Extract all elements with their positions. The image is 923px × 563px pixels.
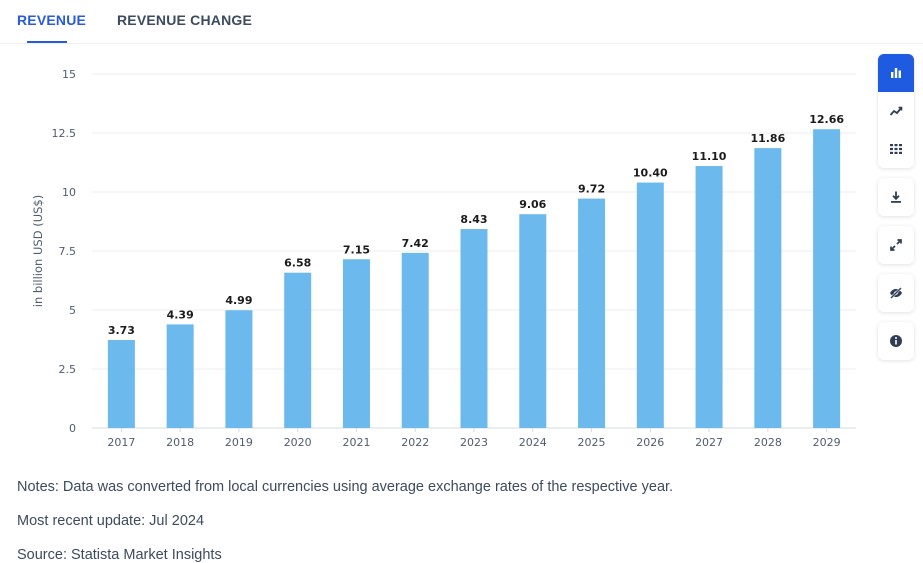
bar-value-label: 7.42 <box>402 237 429 250</box>
bar-2019 <box>225 310 253 428</box>
notes-text: Notes: Data was converted from local cur… <box>17 479 674 495</box>
bar-value-label: 9.06 <box>519 198 546 211</box>
y-axis-ticks: 0 2.5 5 7.5 10 12.5 15 <box>52 68 77 435</box>
x-tick-label: 2025 <box>578 436 606 449</box>
tab-bar: REVENUE REVENUE CHANGE <box>0 0 923 44</box>
bar-chart-icon <box>891 68 901 78</box>
bar-value-label: 6.58 <box>284 257 311 270</box>
download-button[interactable] <box>878 178 914 216</box>
hide-button[interactable] <box>878 274 914 312</box>
recent-update-text: Most recent update: Jul 2024 <box>17 513 205 529</box>
hide-group <box>878 274 914 312</box>
tab-revenue-change[interactable]: REVENUE CHANGE <box>117 12 253 28</box>
bar-2020 <box>284 272 312 428</box>
bar-value-label: 11.10 <box>692 150 727 163</box>
y-tick-label: 0 <box>69 422 76 435</box>
bars <box>107 129 841 428</box>
x-tick-label: 2028 <box>754 436 782 449</box>
active-tab-indicator <box>27 41 67 43</box>
download-icon <box>891 191 901 203</box>
info-button[interactable] <box>878 322 914 360</box>
bar-2029 <box>813 129 841 428</box>
bar-2028 <box>754 148 782 428</box>
source-text: Source: Statista Market Insights <box>17 547 222 563</box>
fullscreen-button[interactable] <box>878 226 914 264</box>
y-tick-label: 15 <box>62 68 76 81</box>
bar-value-label: 11.86 <box>750 132 785 145</box>
x-tick-label: 2024 <box>519 436 547 449</box>
bar-value-label: 12.66 <box>809 113 844 126</box>
x-axis-ticks: 2017 2018 2019 2020 2021 2022 2023 2024 2025 2026… <box>107 428 841 449</box>
bar-value-label: 3.73 <box>108 324 135 337</box>
x-tick-label: 2017 <box>107 436 135 449</box>
x-tick-label: 2023 <box>460 436 488 449</box>
x-tick-label: 2026 <box>636 436 664 449</box>
bar-value-label: 9.72 <box>578 183 605 196</box>
table-button[interactable] <box>878 130 914 168</box>
bar-value-label: 10.40 <box>633 167 668 180</box>
bar-value-label: 4.99 <box>225 294 252 307</box>
bar-2022 <box>401 252 429 428</box>
bar-2024 <box>519 214 547 428</box>
bar-value-label: 8.43 <box>460 213 487 226</box>
bar-2021 <box>342 259 370 428</box>
bar-chart-button[interactable] <box>878 54 914 92</box>
bar-value-labels: 3.73 4.39 4.99 6.58 7.15 7.42 8.43 9.06 9.72 10.4… <box>108 113 845 337</box>
line-chart-icon <box>889 106 903 116</box>
y-tick-label: 5 <box>69 304 76 317</box>
x-tick-label: 2022 <box>401 436 429 449</box>
line-chart-button[interactable] <box>878 92 914 130</box>
y-tick-label: 12.5 <box>52 127 77 140</box>
tab-revenue[interactable]: REVENUE <box>17 12 87 28</box>
info-icon <box>890 335 902 347</box>
fullscreen-icon <box>890 239 902 251</box>
chart-type-group <box>878 54 914 168</box>
x-tick-label: 2018 <box>166 436 194 449</box>
bar-value-label: 7.15 <box>343 243 370 256</box>
bar-value-label: 4.39 <box>167 308 194 321</box>
y-tick-label: 7.5 <box>59 245 77 258</box>
table-icon <box>890 144 902 154</box>
revenue-bar-chart: 0 2.5 5 7.5 10 12.5 15 3.73 4.39 4.99 6.58 7.15 7.4… <box>31 68 856 449</box>
bar-2025 <box>578 198 606 428</box>
hide-icon <box>890 287 902 299</box>
y-tick-label: 2.5 <box>59 363 77 376</box>
x-tick-label: 2029 <box>813 436 841 449</box>
bar-2026 <box>636 182 664 428</box>
x-tick-label: 2027 <box>695 436 723 449</box>
y-tick-label: 10 <box>62 186 76 199</box>
x-tick-label: 2021 <box>342 436 370 449</box>
bar-2027 <box>695 166 723 428</box>
bar-2017 <box>107 339 135 428</box>
bar-2023 <box>460 229 488 428</box>
bar-2018 <box>166 324 194 428</box>
x-tick-label: 2019 <box>225 436 253 449</box>
info-group <box>878 322 914 360</box>
x-tick-label: 2020 <box>284 436 312 449</box>
download-group <box>878 178 914 216</box>
y-axis-label: in billion USD (US$) <box>31 195 45 307</box>
fullscreen-group <box>878 226 914 264</box>
